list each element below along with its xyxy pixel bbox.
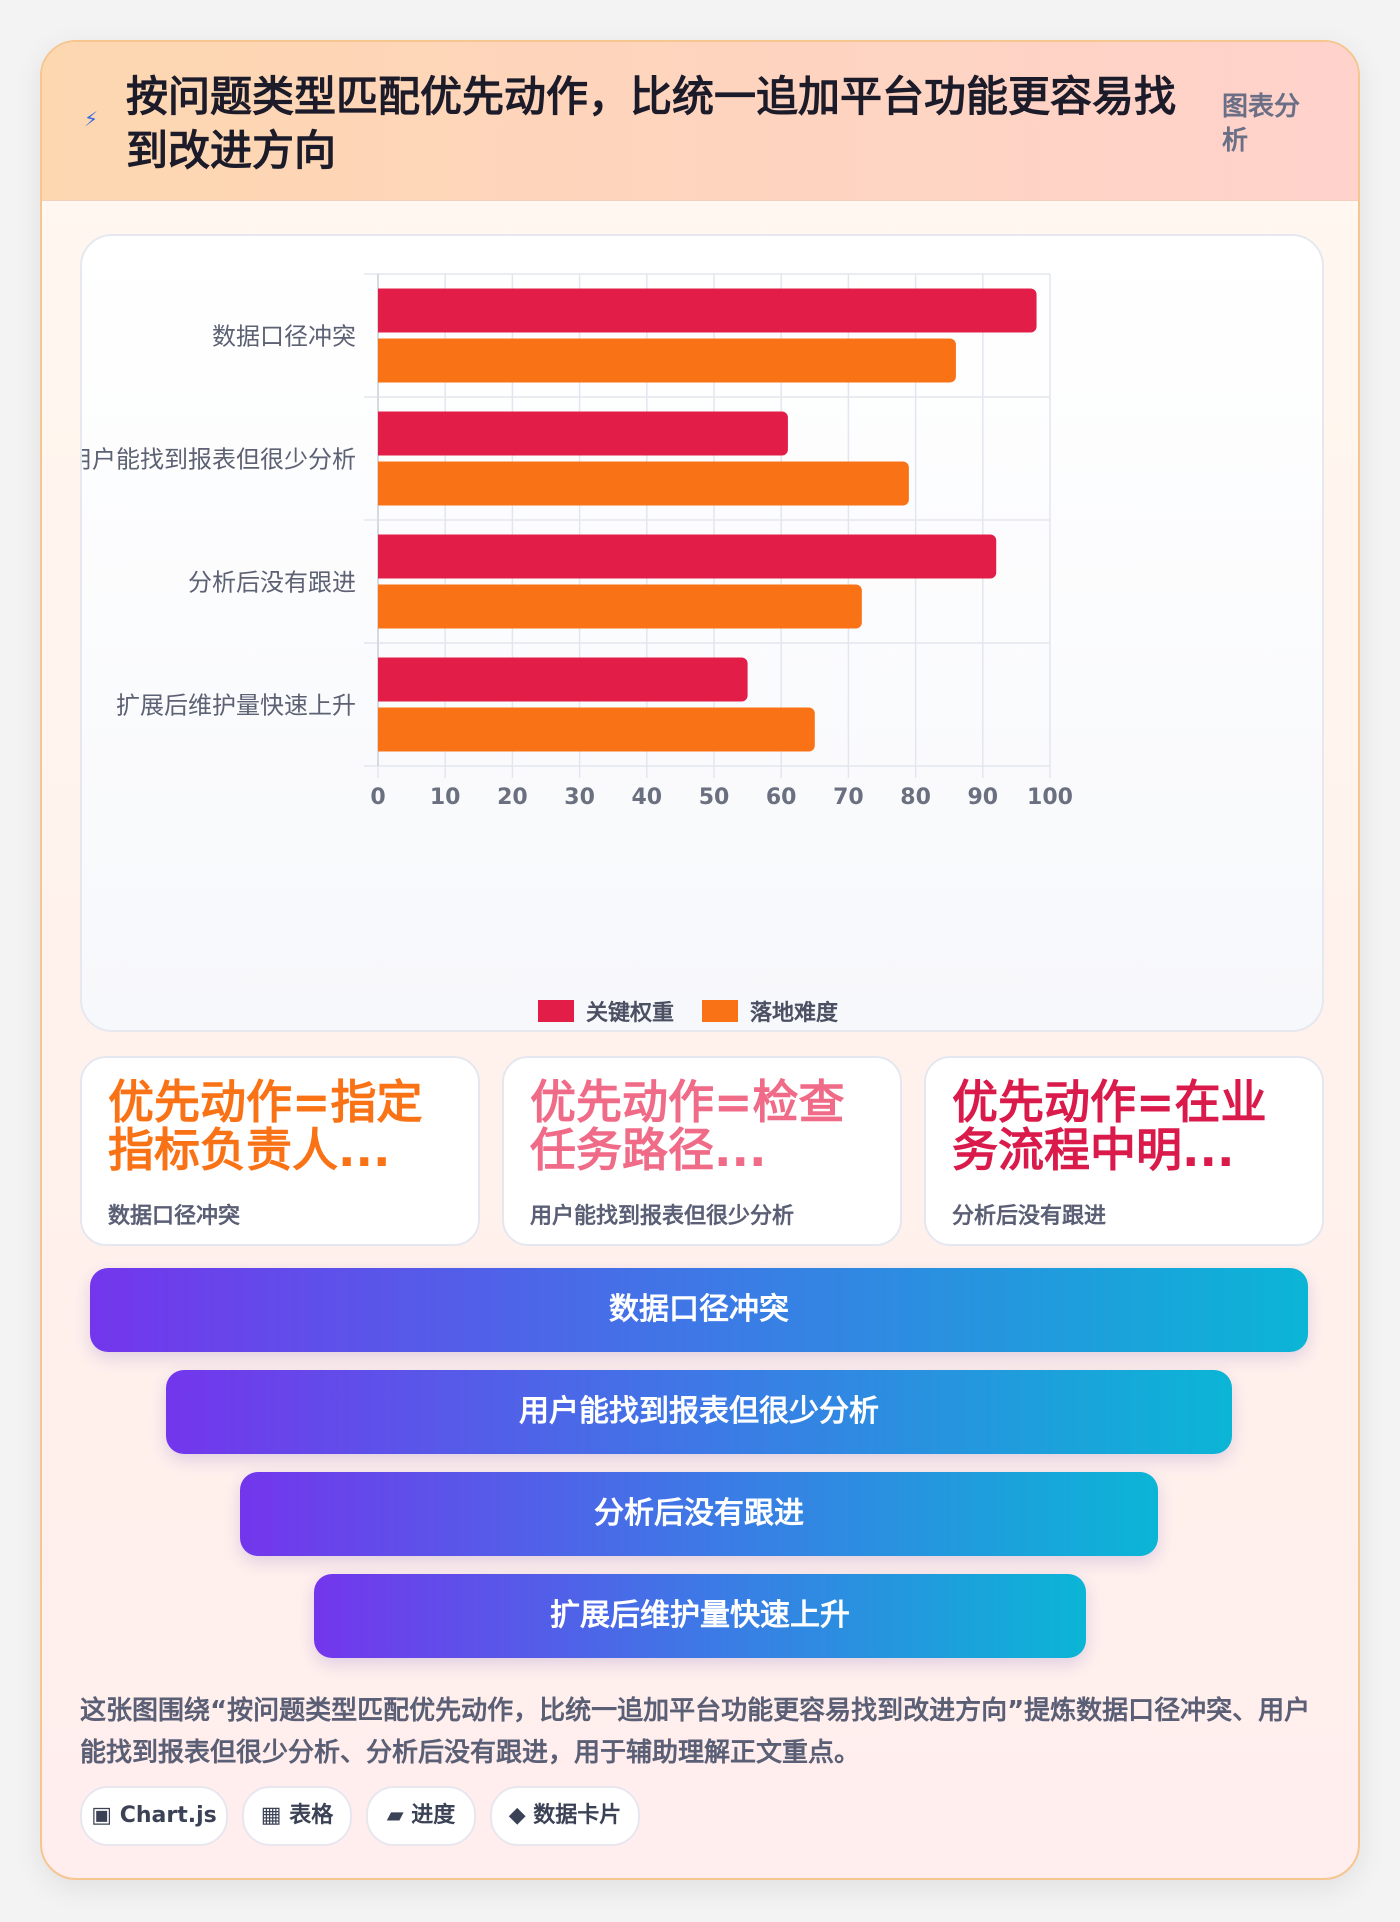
bar-base	[378, 584, 388, 629]
y-category-label: 数据口径冲突	[212, 323, 356, 351]
insight-headline: 优先动作=检查任务路径...	[530, 1078, 845, 1176]
progress-icon: ▰	[386, 1803, 404, 1828]
chart-description: 这张图围绕“按问题类型匹配优先动作，比统一追加平台功能更容易找到改进方向”提炼数…	[80, 1696, 1311, 1768]
insight-label: 分析后没有跟进	[952, 1204, 1107, 1229]
bar-base	[378, 338, 388, 383]
bar	[378, 707, 815, 752]
x-tick-label: 90	[967, 785, 998, 810]
insight-headline: 优先动作=指定指标负责人...	[108, 1078, 423, 1176]
bar-base	[378, 411, 388, 456]
insight-card-3: 优先动作=在业务流程中明... 分析后没有跟进	[924, 1056, 1324, 1246]
legend-swatch	[538, 1000, 574, 1022]
bar	[378, 584, 862, 629]
x-tick-label: 50	[699, 785, 730, 810]
chip-progress[interactable]: ▰ 进度	[366, 1786, 476, 1846]
page-title: 按问题类型匹配优先动作，比统一追加平台功能更容易找到改进方向	[126, 72, 1177, 175]
chart-card-container: ⚡ 按问题类型匹配优先动作，比统一追加平台功能更容易找到改进方向 图表分析 0 1…	[40, 40, 1360, 1880]
bar	[378, 338, 956, 383]
bar-chart-panel: 0 10 20 30 40 50 60 70 80 90 100 数据口径冲突用户能找到报表但很少分析…	[80, 234, 1324, 1032]
legend-label: 落地难度	[750, 1000, 839, 1026]
bar-base	[378, 534, 388, 579]
x-tick-label: 40	[631, 785, 662, 810]
chip-label: 数据卡片	[533, 1803, 622, 1828]
insight-card-2: 优先动作=检查任务路径... 用户能找到报表但很少分析	[502, 1056, 902, 1246]
bar-chart: 0 10 20 30 40 50 60 70 80 90 100 数据口径冲突用户能找到报表但很少分析…	[82, 273, 1073, 810]
x-tick-label: 100	[1027, 785, 1073, 810]
x-tick-label: 80	[900, 785, 931, 810]
insight-cards: 优先动作=指定指标负责人... 数据口径冲突 优先动作=检查任务路径... 用户…	[80, 1056, 1324, 1246]
y-category-label: 用户能找到报表但很少分析	[82, 446, 356, 474]
x-tick-label: 10	[430, 785, 461, 810]
x-tick-label: 70	[833, 785, 864, 810]
x-tick-label: 60	[766, 785, 797, 810]
chip-label: 表格	[289, 1803, 334, 1828]
legend-swatch	[702, 1000, 738, 1022]
funnel-step-4: 扩展后维护量快速上升	[314, 1574, 1086, 1658]
diamond-icon: ◆	[508, 1803, 526, 1828]
bar	[378, 411, 788, 456]
funnel-step-2: 用户能找到报表但很少分析	[166, 1370, 1232, 1454]
chip-table[interactable]: ▦ 表格	[242, 1786, 352, 1846]
x-tick-label: 20	[497, 785, 528, 810]
bar-base	[378, 288, 388, 333]
chart-legend: 关键权重 落地难度	[538, 1000, 839, 1026]
table-icon: ▦	[260, 1803, 282, 1828]
funnel-step-3: 分析后没有跟进	[240, 1472, 1158, 1556]
bar	[378, 657, 748, 702]
chip-chartjs[interactable]: ▣ Chart.js	[80, 1786, 228, 1846]
chip-label: 进度	[411, 1803, 456, 1828]
bar-base	[378, 657, 388, 702]
insight-label: 用户能找到报表但很少分析	[530, 1204, 795, 1229]
bar	[378, 534, 997, 579]
header-tag: 图表分析	[1222, 92, 1301, 156]
lightning-icon: ⚡	[84, 107, 99, 131]
insight-card-1: 优先动作=指定指标负责人... 数据口径冲突	[80, 1056, 480, 1246]
legend-label: 关键权重	[586, 1000, 674, 1026]
insight-label: 数据口径冲突	[108, 1204, 241, 1229]
bar	[378, 288, 1037, 333]
bar	[378, 461, 909, 506]
chart-icon: ▣	[91, 1803, 113, 1828]
insight-headline: 优先动作=在业务流程中明...	[952, 1078, 1267, 1176]
bar-base	[378, 461, 388, 506]
chip-data-cards[interactable]: ◆ 数据卡片	[490, 1786, 640, 1846]
chip-label: Chart.js	[119, 1803, 217, 1828]
y-category-label: 扩展后维护量快速上升	[116, 692, 356, 720]
bar-base	[378, 707, 388, 752]
funnel-step-1: 数据口径冲突	[90, 1268, 1308, 1352]
x-tick-label: 0	[370, 785, 385, 810]
x-tick-label: 30	[564, 785, 595, 810]
header: ⚡ 按问题类型匹配优先动作，比统一追加平台功能更容易找到改进方向 图表分析	[42, 42, 1358, 201]
y-category-label: 分析后没有跟进	[188, 569, 356, 597]
